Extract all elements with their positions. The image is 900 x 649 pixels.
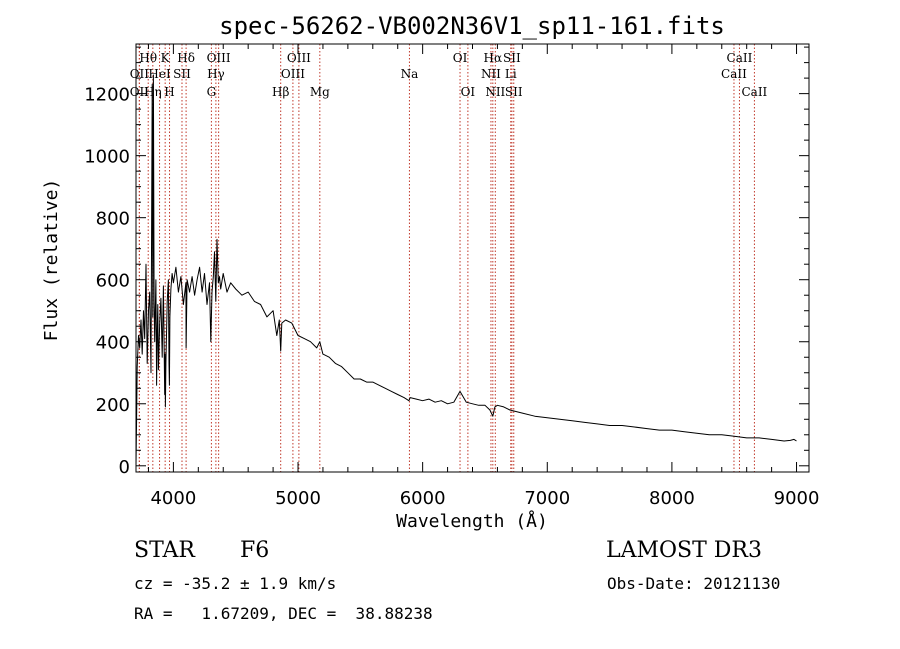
x-tick-label: 6000: [400, 488, 446, 509]
survey-name: LAMOST DR3: [606, 538, 762, 563]
spectral-line-label: SII: [505, 85, 523, 99]
spectral-line-label: OI: [461, 85, 476, 99]
spectral-line-label: H: [164, 85, 174, 99]
object-class: STAR: [134, 538, 195, 563]
x-axis-label: Wavelength (Å): [396, 510, 548, 532]
y-axis-label: Flux (relative): [41, 179, 62, 342]
spectral-line-label: OIII: [281, 67, 305, 81]
y-tick-label: 800: [96, 209, 130, 230]
y-tick-label: 1200: [84, 85, 130, 106]
x-tick-label: 9000: [774, 488, 820, 509]
spectral-line-label: CaII: [741, 85, 767, 99]
spectral-line-label: OII: [130, 67, 150, 81]
spectral-line-label: Hβ: [272, 85, 289, 99]
spectral-line-label: NII: [485, 85, 505, 99]
object-subclass: F6: [240, 538, 270, 563]
spectral-line-label: Na: [401, 67, 419, 81]
spectral-line-label: SII: [173, 67, 191, 81]
spectral-line-label: NII: [481, 67, 501, 81]
x-tick-label: 5000: [275, 488, 321, 509]
spectral-line-label: SII: [503, 51, 521, 65]
plot-frame: [135, 43, 810, 473]
coordinates: RA = 1.67209, DEC = 38.88238: [134, 604, 433, 623]
spectrum-line: [135, 74, 797, 466]
x-tick-label: 4000: [150, 488, 196, 509]
spectral-line-label: OI: [453, 51, 468, 65]
spectral-line-label: OIII: [207, 51, 231, 65]
y-tick-label: 200: [96, 395, 130, 416]
spectral-lines-layer: [138, 44, 755, 472]
spectral-line-label: Hδ: [177, 51, 195, 65]
x-tick-label: 7000: [524, 488, 570, 509]
axis-ticks: 4000 5000 6000 7000 8000 9000 0 200 400 600 800 100…: [84, 44, 819, 509]
spectral-line-label: Hα: [484, 51, 503, 65]
spectral-line-label: Li: [505, 67, 517, 81]
spectral-line-label: K: [161, 51, 171, 65]
spectral-line-label: Mg: [310, 85, 330, 99]
spectral-line-label: CaII: [721, 67, 747, 81]
spectral-line-label: OIII: [287, 51, 311, 65]
y-tick-label: 0: [119, 457, 130, 478]
y-tick-label: 600: [96, 271, 130, 292]
x-tick-label: 8000: [649, 488, 695, 509]
spectral-line-label: CaII: [727, 51, 753, 65]
spectral-line-label: Hη: [144, 85, 162, 99]
y-tick-label: 1000: [84, 147, 130, 168]
spectral-line-label: G: [207, 85, 217, 99]
spectral-line-label: Hγ: [207, 67, 225, 81]
spectrum-layer: [135, 74, 797, 466]
obs-date: Obs-Date: 20121130: [607, 574, 781, 593]
y-tick-label: 400: [96, 333, 130, 354]
spectral-line-label: HeI: [148, 67, 171, 81]
spectral-line-label: Hθ: [139, 51, 157, 65]
spectral-line-label: OII: [130, 85, 150, 99]
spectral-line-labels: OII OII Hθ Hη HeI K H SII Hδ G Hγ OIII Hβ OIII OIII Mg N…: [130, 51, 768, 99]
redshift-text: cz = -35.2 ± 1.9 km/s: [134, 574, 337, 593]
chart-title: spec-56262-VB002N36V1_sp11-161.fits: [219, 12, 725, 40]
